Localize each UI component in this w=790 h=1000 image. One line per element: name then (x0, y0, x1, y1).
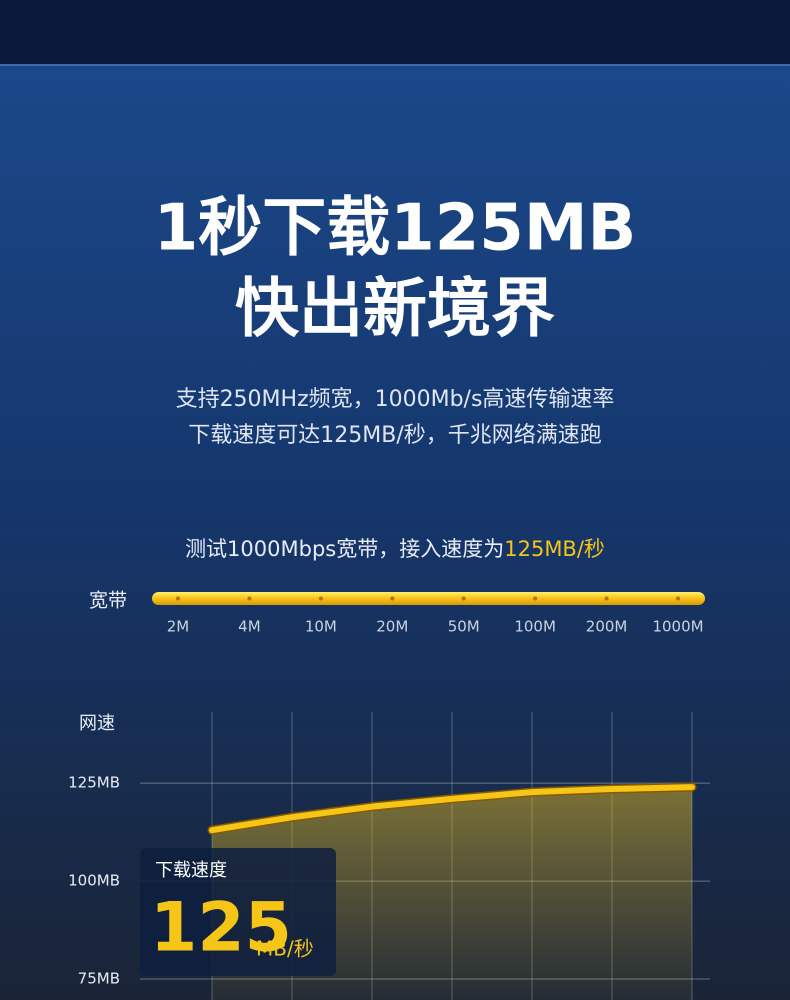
test-line: 测试1000Mbps宽带，接入速度为125MB/秒 (185, 537, 605, 561)
y-tick-label: 75MB (78, 970, 120, 988)
bandwidth-tick-label: 10M (305, 618, 337, 636)
bandwidth-tick-label: 2M (167, 618, 190, 636)
bandwidth-dot (461, 596, 466, 601)
y-tick-label: 125MB (68, 774, 120, 792)
bandwidth-ticks: 2M 4M 10M 20M 50M 100M 200M 1000M (167, 596, 704, 636)
bandwidth-dot (604, 596, 609, 601)
headline: 1秒下载125MB (154, 192, 637, 266)
bandwidth-tick-label: 50M (448, 618, 480, 636)
bandwidth-dot (318, 596, 323, 601)
test-text: 测试1000Mbps宽带，接入速度为 (185, 537, 504, 561)
bandwidth-label: 宽带 (89, 590, 127, 612)
subtitle: 下载速度可达125MB/秒，千兆网络满速跑 (188, 423, 601, 448)
headline: 快出新境界 (235, 273, 555, 347)
top-strip (0, 0, 790, 65)
bandwidth-dot (176, 596, 180, 601)
bandwidth-dot (390, 596, 395, 601)
bandwidth-dot (533, 596, 538, 601)
subtitle: 支持250MHz频宽，1000Mb/s高速传输速率 (176, 387, 615, 412)
bandwidth-dot (247, 596, 252, 601)
badge-title: 下载速度 (155, 860, 227, 881)
badge-unit: MB/秒 (256, 937, 314, 961)
bandwidth-bar (152, 592, 705, 605)
line-highlight (209, 784, 695, 834)
bandwidth-dot (676, 596, 680, 601)
badge-number: 125 (150, 889, 292, 968)
y-tick-label: 100MB (68, 872, 120, 890)
bandwidth-tick-label: 20M (376, 618, 408, 636)
y-axis-label: 网速 (79, 713, 115, 734)
bandwidth-tick-label: 200M (586, 618, 628, 636)
bandwidth-tick-label: 1000M (652, 618, 703, 636)
bandwidth-tick-label: 4M (238, 618, 261, 636)
badge-box (140, 848, 336, 976)
bandwidth-tick-label: 100M (514, 618, 556, 636)
test-highlight: 125MB/秒 (504, 537, 605, 561)
